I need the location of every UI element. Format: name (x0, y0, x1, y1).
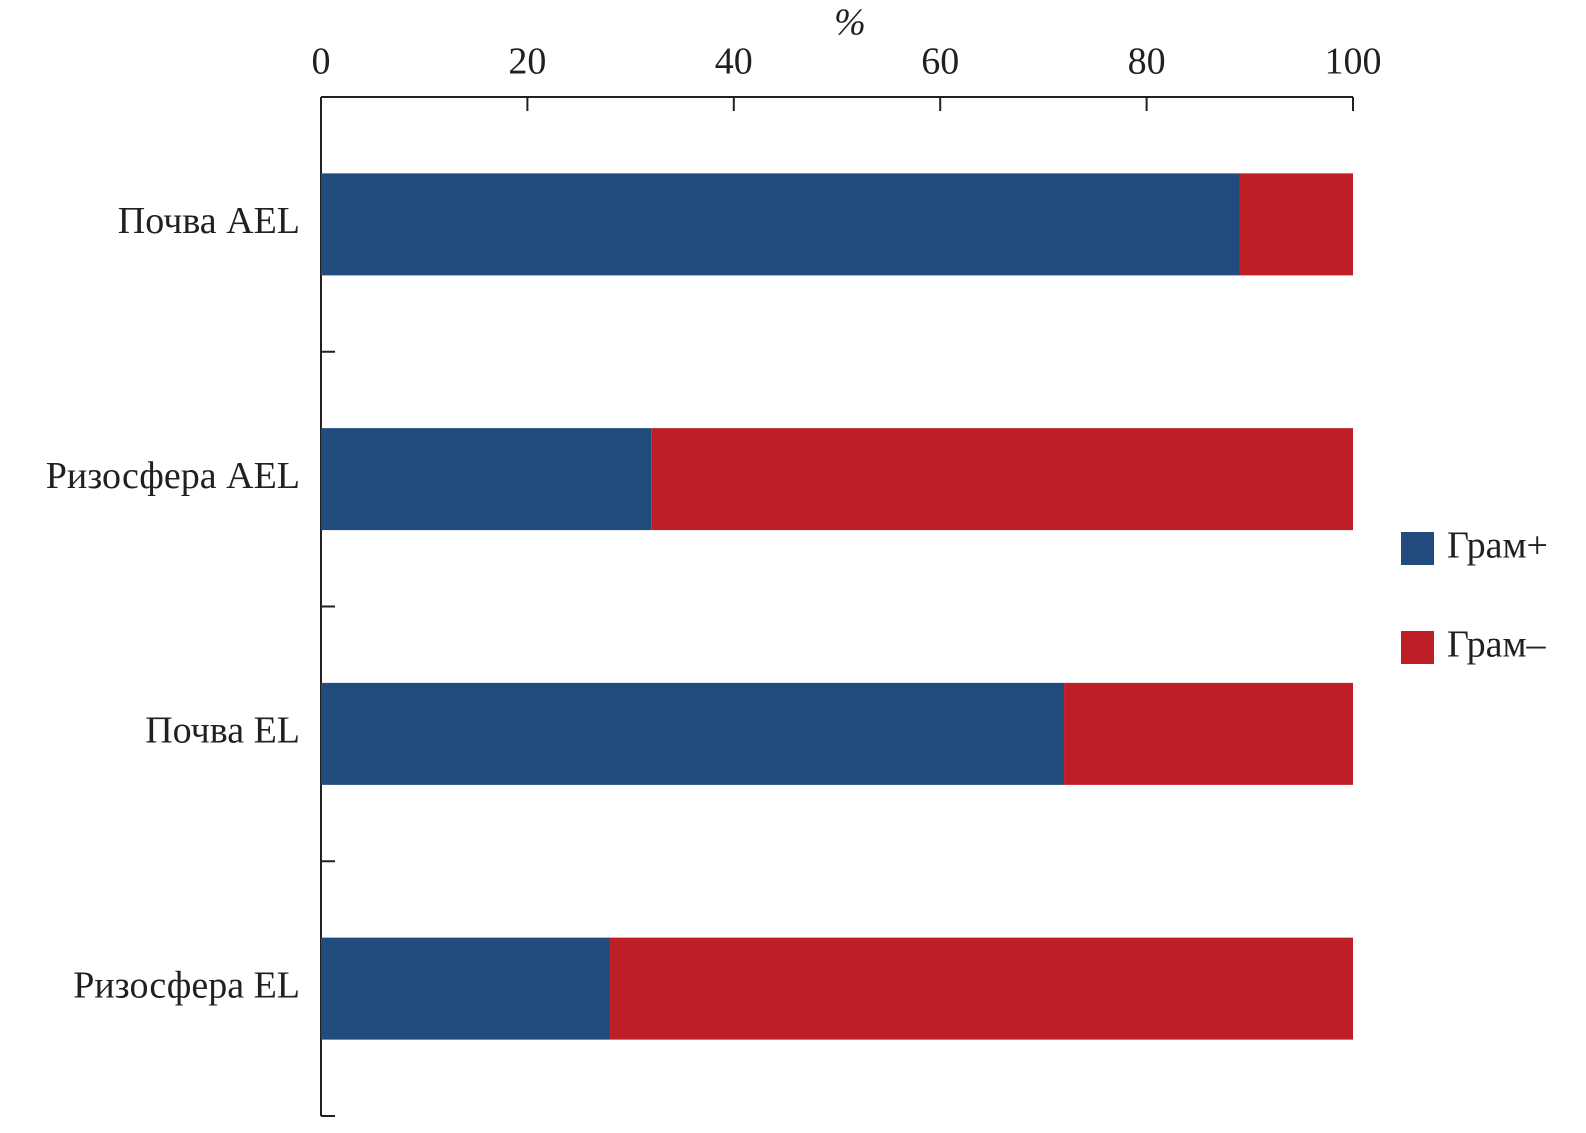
legend-swatch (1401, 532, 1434, 565)
x-tick-label: 60 (921, 41, 959, 83)
bar (321, 428, 652, 531)
bar (1239, 173, 1353, 276)
bar (321, 682, 1065, 785)
y-tick-label: Ризосфера AEL (46, 455, 300, 497)
y-tick-label: Ризосфера EL (73, 964, 300, 1006)
x-tick-label: 0 (312, 41, 331, 83)
x-tick-label: 40 (715, 41, 753, 83)
x-tick-label: 80 (1128, 41, 1166, 83)
legend-label: Грам+ (1447, 525, 1548, 567)
bar (321, 173, 1240, 276)
bar (609, 937, 1353, 1040)
bar (321, 937, 610, 1040)
y-tick-label: Почва EL (145, 710, 300, 752)
bar (1064, 682, 1353, 785)
x-tick-label: 100 (1325, 41, 1382, 83)
x-tick-label: 20 (508, 41, 546, 83)
x-axis-label: % (834, 2, 866, 44)
legend-swatch (1401, 631, 1434, 664)
legend-label: Грам– (1447, 624, 1546, 666)
y-tick-label: Почва AEL (118, 200, 300, 242)
bar (651, 428, 1353, 531)
